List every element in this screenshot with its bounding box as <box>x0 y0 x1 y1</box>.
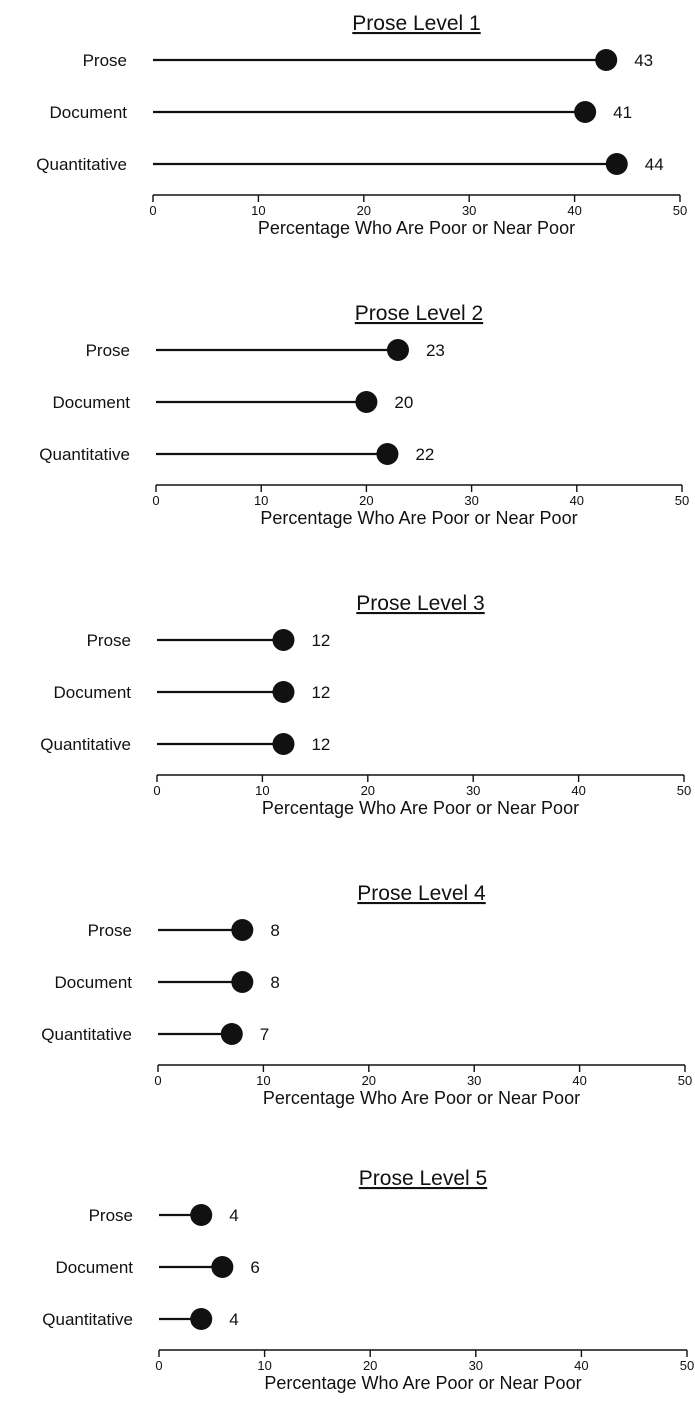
x-tick-label: 10 <box>255 783 269 798</box>
data-dot <box>220 1023 243 1045</box>
x-tick-label: 20 <box>363 1358 377 1373</box>
data-dot <box>231 919 254 941</box>
value-label: 22 <box>415 445 434 464</box>
data-dot <box>272 629 295 651</box>
data-dot <box>376 443 399 465</box>
x-tick-label: 30 <box>464 493 478 508</box>
x-tick-label: 50 <box>678 1073 692 1088</box>
value-label: 23 <box>426 341 445 360</box>
x-tick-label: 0 <box>152 493 159 508</box>
x-tick-label: 30 <box>462 203 476 218</box>
data-dot <box>231 971 254 993</box>
x-tick-label: 20 <box>361 783 375 798</box>
x-tick-label: 50 <box>680 1358 694 1373</box>
data-dot <box>272 733 295 755</box>
x-tick-label: 20 <box>359 493 373 508</box>
category-label: Document <box>55 973 133 992</box>
data-dot <box>605 153 628 175</box>
x-tick-label: 0 <box>153 783 160 798</box>
data-dot <box>190 1204 213 1226</box>
x-tick-label: 20 <box>357 203 371 218</box>
category-label: Quantitative <box>36 155 127 174</box>
category-label: Prose <box>83 51 127 70</box>
value-label: 20 <box>394 393 413 412</box>
x-axis-label: Percentage Who Are Poor or Near Poor <box>264 1373 581 1393</box>
category-label: Prose <box>88 921 132 940</box>
data-dot <box>272 681 295 703</box>
data-dot <box>211 1256 234 1278</box>
x-tick-label: 50 <box>677 783 691 798</box>
x-tick-label: 10 <box>251 203 265 218</box>
data-dot <box>574 101 597 123</box>
x-tick-label: 30 <box>467 1073 481 1088</box>
category-label: Document <box>54 683 132 702</box>
data-dot <box>190 1308 213 1330</box>
panel-title: Prose Level 3 <box>356 592 484 615</box>
x-axis-label: Percentage Who Are Poor or Near Poor <box>262 798 579 818</box>
x-tick-label: 40 <box>571 783 585 798</box>
category-label: Document <box>50 103 128 122</box>
x-tick-label: 0 <box>154 1073 161 1088</box>
category-label: Document <box>56 1258 134 1277</box>
value-label: 6 <box>250 1258 259 1277</box>
category-label: Document <box>53 393 131 412</box>
value-label: 12 <box>311 683 330 702</box>
x-tick-label: 0 <box>149 203 156 218</box>
x-tick-label: 40 <box>574 1358 588 1373</box>
x-axis-label: Percentage Who Are Poor or Near Poor <box>260 508 577 528</box>
value-label: 41 <box>613 103 632 122</box>
panel-title: Prose Level 1 <box>352 12 480 35</box>
x-tick-label: 20 <box>362 1073 376 1088</box>
x-axis-label: Percentage Who Are Poor or Near Poor <box>263 1088 580 1108</box>
value-label: 4 <box>229 1206 238 1225</box>
value-label: 7 <box>260 1025 269 1044</box>
x-tick-label: 10 <box>254 493 268 508</box>
data-dot <box>595 49 618 71</box>
category-label: Quantitative <box>40 735 131 754</box>
category-label: Quantitative <box>39 445 130 464</box>
x-tick-label: 30 <box>466 783 480 798</box>
value-label: 12 <box>311 631 330 650</box>
category-label: Quantitative <box>41 1025 132 1044</box>
x-tick-label: 10 <box>256 1073 270 1088</box>
panel-title: Prose Level 5 <box>359 1167 487 1190</box>
x-tick-label: 0 <box>155 1358 162 1373</box>
x-tick-label: 40 <box>567 203 581 218</box>
panel-title: Prose Level 4 <box>357 882 486 905</box>
x-tick-label: 50 <box>673 203 687 218</box>
panel-title: Prose Level 2 <box>355 302 483 325</box>
data-dot <box>386 339 409 361</box>
value-label: 44 <box>645 155 664 174</box>
category-label: Prose <box>86 341 130 360</box>
value-label: 8 <box>270 973 279 992</box>
x-tick-label: 40 <box>572 1073 586 1088</box>
category-label: Prose <box>87 631 131 650</box>
x-tick-label: 30 <box>469 1358 483 1373</box>
category-label: Prose <box>89 1206 133 1225</box>
x-tick-label: 50 <box>675 493 689 508</box>
x-axis-label: Percentage Who Are Poor or Near Poor <box>258 218 575 238</box>
data-dot <box>355 391 378 413</box>
x-tick-label: 40 <box>570 493 584 508</box>
value-label: 4 <box>229 1310 238 1329</box>
value-label: 43 <box>634 51 653 70</box>
x-tick-label: 10 <box>257 1358 271 1373</box>
value-label: 8 <box>270 921 279 940</box>
category-label: Quantitative <box>42 1310 133 1329</box>
value-label: 12 <box>311 735 330 754</box>
